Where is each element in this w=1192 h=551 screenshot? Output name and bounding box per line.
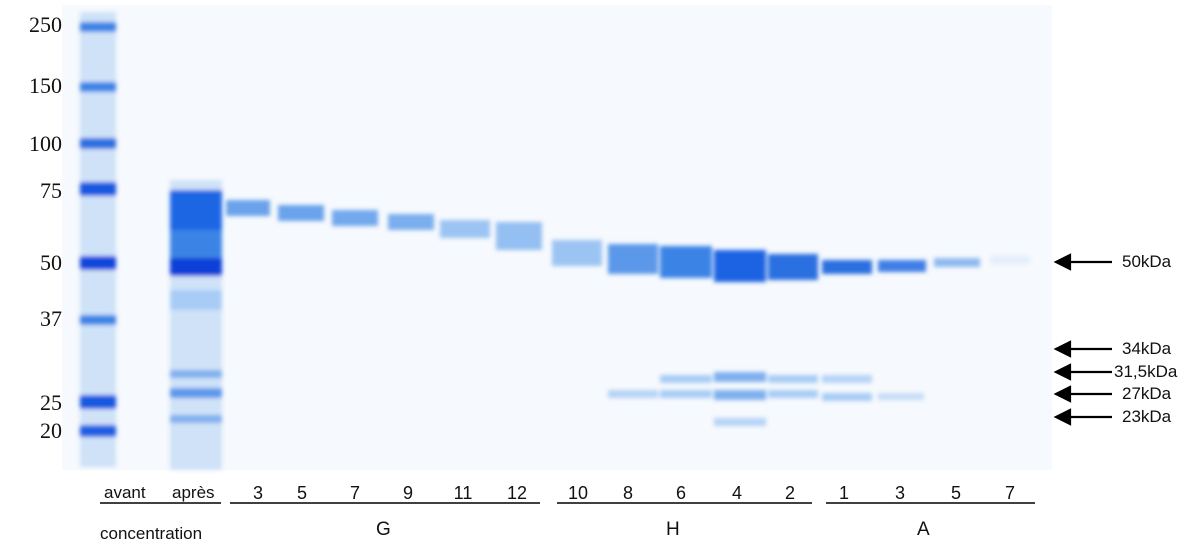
lane-number: 11	[453, 483, 473, 503]
label-apres: après	[172, 483, 215, 502]
marker-25: 25	[40, 390, 62, 415]
lanes-h	[552, 240, 818, 426]
marker-250: 250	[29, 12, 62, 37]
gel-background	[62, 5, 1052, 470]
annotation-34kda: 34kDa	[1122, 339, 1172, 358]
lane-number: 7	[1004, 483, 1015, 503]
marker-37: 37	[40, 306, 62, 331]
arrow-31-5kda	[1053, 363, 1112, 381]
lane-number: 5	[950, 483, 961, 503]
lane-number: 8	[622, 483, 633, 503]
lanes-a	[822, 256, 1030, 401]
lane-number: 9	[402, 483, 413, 503]
marker-100: 100	[29, 131, 62, 156]
lane-avant	[170, 180, 222, 470]
marker-20: 20	[40, 418, 62, 443]
arrows	[1053, 253, 1112, 426]
concentration-label: concentration	[100, 524, 203, 543]
marker-150: 150	[29, 73, 62, 98]
lane-number: 5	[296, 483, 307, 503]
lane-number: 1	[838, 483, 849, 503]
label-avant: avant	[104, 483, 146, 502]
annotation-50kda: 50kDa	[1122, 252, 1172, 271]
marker-75: 75	[40, 178, 62, 203]
lane-number: 3	[894, 483, 905, 503]
marker-50: 50	[40, 250, 62, 275]
annotation-23kda: 23kDa	[1122, 407, 1172, 426]
arrow-34kda	[1053, 340, 1112, 358]
lane-number: 10	[567, 483, 589, 503]
group-a-label: A	[917, 519, 930, 540]
lanes-g	[226, 200, 542, 250]
arrow-27kda	[1053, 385, 1112, 403]
lane-number: 4	[731, 483, 742, 503]
group-h-label: H	[666, 519, 680, 540]
annotation-31-5kda: 31,5kDa	[1114, 362, 1178, 381]
ladder-lane	[80, 12, 116, 467]
arrow-50kda	[1053, 253, 1112, 271]
lane-number: 7	[349, 483, 360, 503]
annotation-27kda: 27kDa	[1122, 384, 1172, 403]
lane-number: 2	[784, 483, 795, 503]
lane-number: 6	[675, 483, 686, 503]
group-g-label: G	[376, 519, 391, 540]
lane-number: 3	[252, 483, 263, 503]
lane-number: 12	[506, 483, 528, 503]
arrow-23kda	[1053, 408, 1112, 426]
